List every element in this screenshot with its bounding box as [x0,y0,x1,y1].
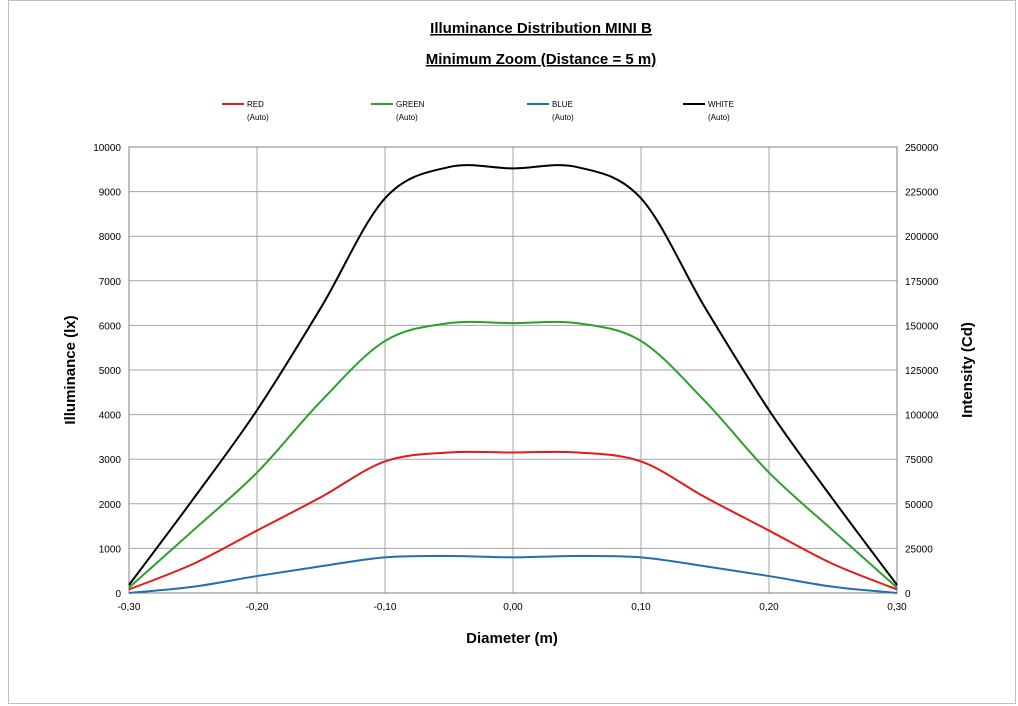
y-tick-label: 5000 [99,366,122,377]
y2-tick-label: 75000 [905,455,933,466]
legend-label-white: WHITE [708,100,734,109]
x-tick-labels: -0,30 -0,20 -0,10 0,00 0,10 0,20 0,30 [118,602,908,613]
legend-sublabel: (Auto) [708,113,730,122]
legend-sublabel: (Auto) [552,113,574,122]
y2-tick-label: 100000 [905,411,939,422]
y2-tick-label: 125000 [905,366,939,377]
y2-axis-title: Intensity (Cd) [959,322,976,418]
y2-tick-label: 25000 [905,544,933,555]
y2-tick-label: 225000 [905,188,939,199]
legend-label-green: GREEN [396,100,425,109]
series-line-red [128,450,898,591]
x-tick-label: 0,30 [887,602,907,613]
plot-area [128,146,898,594]
y-tick-label: 7000 [99,277,122,288]
series-line-white [128,164,898,586]
y-tick-label: 8000 [99,232,122,243]
x-tick-label: -0,20 [246,602,269,613]
series-lines [128,164,898,594]
y2-tick-label: 150000 [905,321,939,332]
x-axis-title: Diameter (m) [466,630,558,647]
chart-frame [8,0,1016,704]
y2-tick-label: 0 [905,589,911,600]
gridlines [128,146,898,594]
y-tick-label: 1000 [99,544,122,555]
x-tick-label: 0,20 [759,602,779,613]
y-tick-label: 4000 [99,411,122,422]
y-tick-labels: 0 1000 2000 3000 4000 5000 6000 7000 8000 9000 100… [93,143,121,600]
x-tick-label: -0,10 [374,602,397,613]
series-line-green [128,320,898,589]
y-tick-label: 3000 [99,455,122,466]
legend-label-red: RED [247,100,264,109]
legend: RED (Auto) GREEN (Auto) BLUE (Auto) WHITE (Auto… [222,100,734,122]
y-tick-label: 6000 [99,321,122,332]
x-tick-label: 0,10 [631,602,651,613]
y-axis-title: Illuminance (lx) [62,315,79,424]
y-tick-label: 2000 [99,500,122,511]
x-tick-label: -0,30 [118,602,141,613]
series-line-blue [128,554,898,594]
y2-tick-label: 250000 [905,143,939,154]
y-tick-label: 10000 [93,143,121,154]
legend-label-blue: BLUE [552,100,573,109]
chart-title: Illuminance Distribution MINI B [430,20,652,37]
x-tick-label: 0,00 [503,602,523,613]
y2-tick-labels: 0 25000 50000 75000 100000 125000 150000 175000… [905,143,939,600]
y-tick-label: 0 [115,589,121,600]
y-tick-label: 9000 [99,188,122,199]
chart-subtitle: Minimum Zoom (Distance = 5 m) [426,51,656,68]
y2-tick-label: 200000 [905,232,939,243]
y2-tick-label: 175000 [905,277,939,288]
legend-sublabel: (Auto) [396,113,418,122]
legend-sublabel: (Auto) [247,113,269,122]
y2-tick-label: 50000 [905,500,933,511]
